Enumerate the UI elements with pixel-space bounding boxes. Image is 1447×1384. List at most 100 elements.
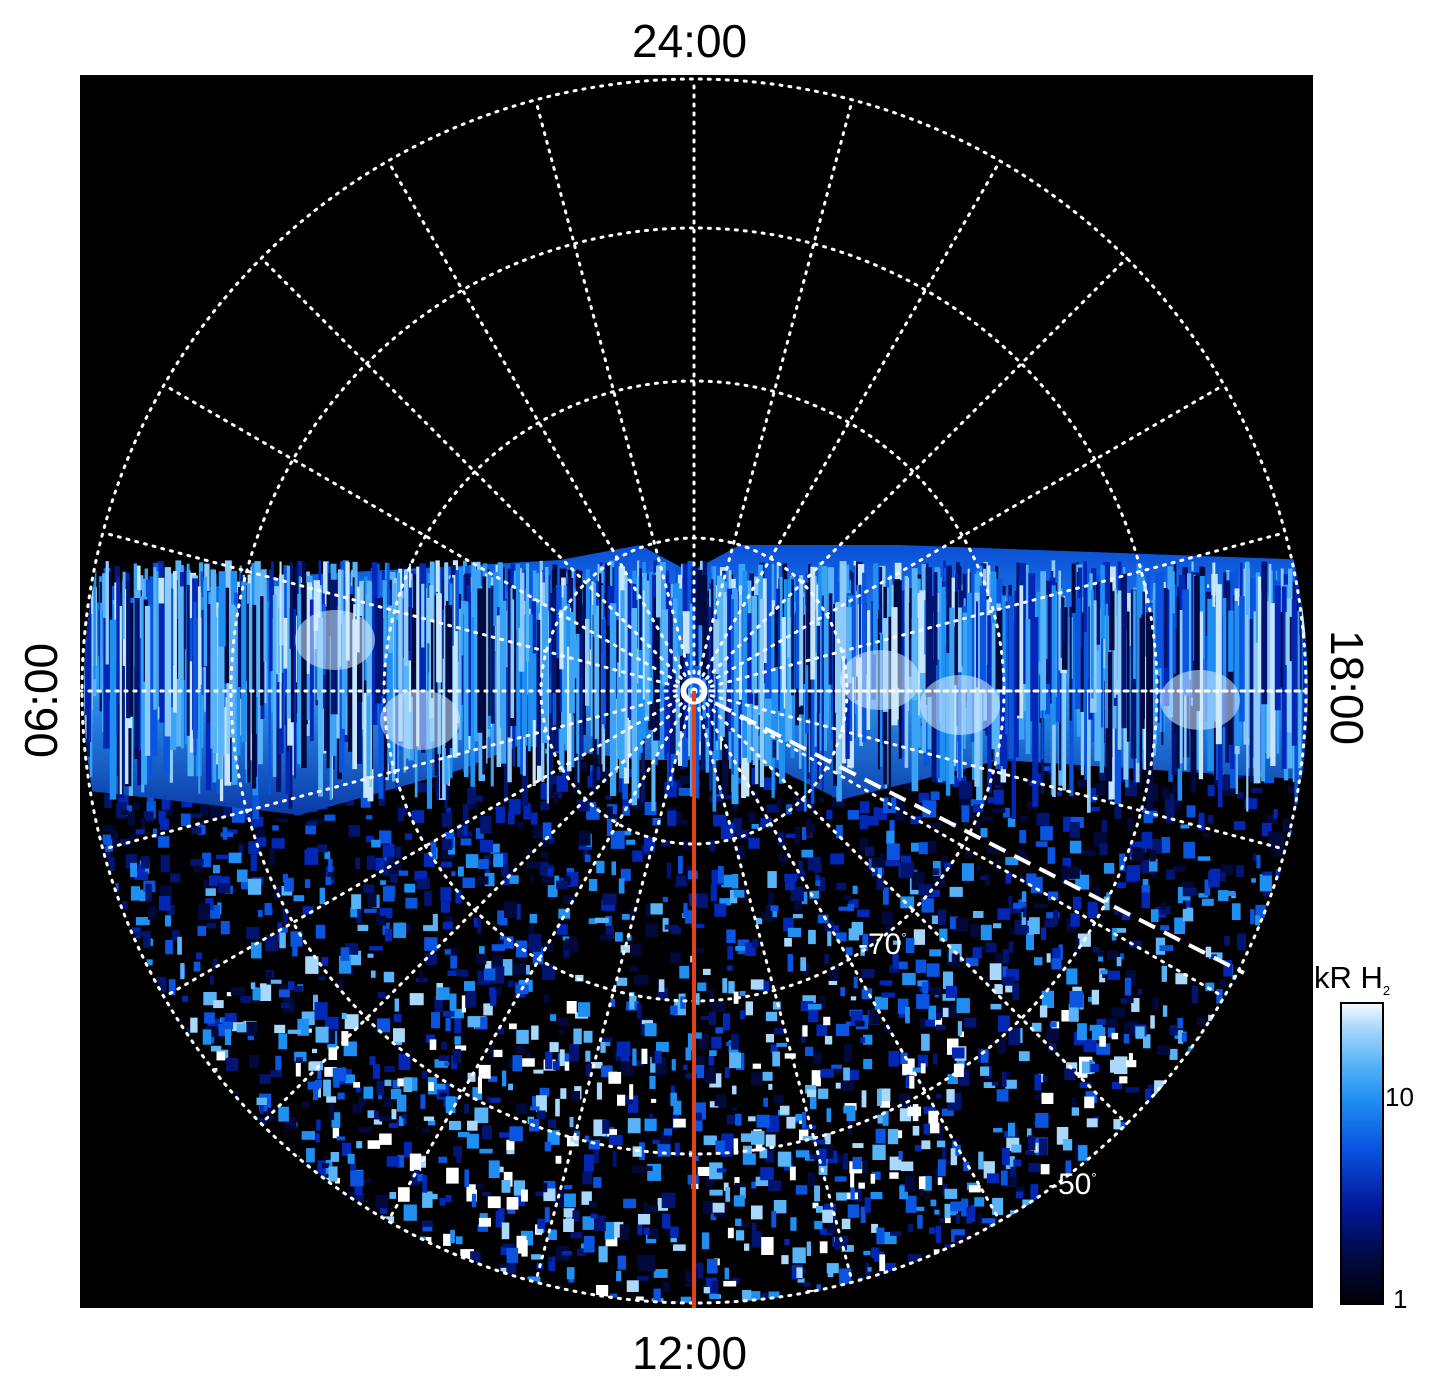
emission-pixel [876,877,884,890]
emission-pixel [704,1067,716,1084]
emission-pixel [417,1174,424,1182]
emission-pixel [1047,891,1059,901]
emission-pixel [1041,990,1055,1008]
emission-pixel [559,1029,565,1035]
emission-pixel [888,1051,899,1067]
bright-emission-patch [380,690,460,750]
emission-pixel [784,938,792,947]
emission-pixel [870,1173,876,1184]
emission-pixel [1114,909,1122,916]
emission-streak [391,616,398,773]
emission-pixel [868,1010,880,1025]
emission-pixel [349,950,361,966]
emission-pixel [969,800,976,818]
emission-streak [93,570,96,680]
emission-pixel [963,1161,970,1171]
emission-pixel [315,1133,320,1143]
emission-pixel [936,1140,946,1148]
emission-pixel [692,1117,703,1132]
bright-emission-patch [920,675,1000,735]
emission-streak [541,605,549,743]
emission-pixel [317,844,328,853]
emission-pixel [456,1236,463,1245]
emission-pixel [711,1036,722,1049]
emission-pixel [908,1254,922,1264]
emission-pixel [1034,1142,1042,1153]
emission-pixel [942,1146,947,1162]
emission-pixel [820,1068,834,1078]
emission-streak [515,563,520,628]
emission-pixel [393,922,407,938]
emission-pixel [885,980,893,986]
emission-pixel [628,966,639,972]
emission-pixel [796,1267,803,1279]
emission-pixel [872,1144,886,1160]
emission-pixel [742,1289,752,1303]
emission-pixel [246,1021,257,1036]
emission-pixel [993,923,1002,929]
emission-pixel [1151,871,1157,878]
emission-pixel [328,1166,338,1182]
emission-pixel [822,1209,833,1223]
emission-pixel [504,901,518,918]
emission-pixel [477,918,482,934]
colorbar-unit-label: kR H2 [1314,960,1391,999]
emission-pixel [632,850,643,862]
emission-pixel [596,860,605,874]
emission-pixel [673,1244,686,1251]
emission-pixel [1098,954,1103,962]
emission-pixel [644,1118,657,1131]
emission-pixel [565,1213,572,1223]
emission-pixel [1096,1018,1110,1025]
emission-pixel [921,898,934,913]
emission-pixel [744,1243,750,1251]
emission-streak [759,598,765,788]
emission-streak [289,561,293,648]
emission-streak [129,602,134,717]
emission-pixel [778,852,789,863]
emission-pixel [1137,988,1142,995]
emission-pixel [917,1054,928,1068]
emission-streak [713,619,720,674]
emission-pixel [840,1080,855,1092]
emission-pixel [102,834,111,845]
emission-pixel [548,1256,555,1271]
emission-pixel [737,1223,749,1228]
emission-pixel [578,1002,591,1017]
emission-streak [1045,595,1048,660]
emission-pixel [951,1047,965,1059]
emission-streak [149,576,157,666]
emission-streak [1077,612,1084,712]
meridian-line [692,531,1287,693]
emission-pixel [602,1119,610,1134]
emission-pixel [799,799,814,808]
emission-pixel [929,1227,936,1234]
emission-pixel [804,961,810,977]
emission-pixel [353,1193,364,1203]
emission-pixel [1125,1060,1137,1068]
emission-pixel [260,983,272,1001]
emission-pixel [226,1057,239,1072]
emission-pixel [879,980,890,986]
emission-streak [1146,612,1153,810]
emission-pixel [573,1130,580,1141]
emission-pixel [779,1105,790,1115]
emission-pixel [739,991,746,996]
emission-pixel [835,1068,846,1075]
emission-pixel [379,830,392,844]
emission-pixel [717,865,724,884]
emission-pixel [456,969,468,977]
emission-pixel [859,838,869,851]
emission-pixel [1094,885,1101,903]
emission-streak [957,607,962,673]
emission-pixel [357,924,369,931]
emission-streak [717,575,722,633]
emission-pixel [986,847,1000,854]
emission-pixel [280,927,288,933]
emission-streak [406,600,410,759]
emission-pixel [390,870,398,883]
emission-pixel [472,1087,483,1100]
emission-pixel [327,870,334,880]
emission-pixel [1208,871,1220,888]
emission-pixel [1174,917,1186,934]
